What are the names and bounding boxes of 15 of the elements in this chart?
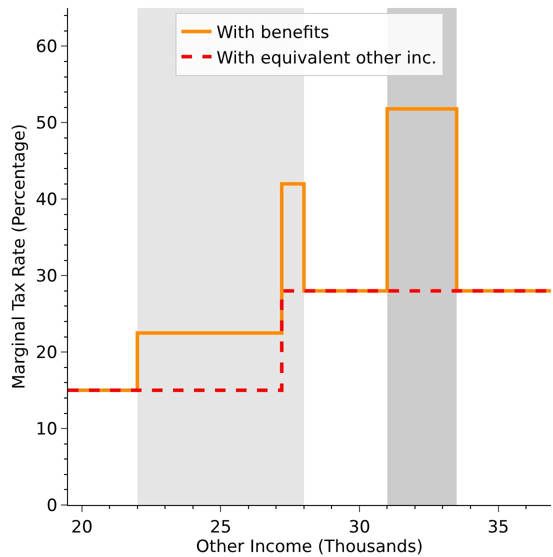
y-tick-label: 40 bbox=[36, 190, 58, 210]
legend-label: With benefits bbox=[216, 23, 330, 44]
y-tick-label: 60 bbox=[36, 37, 58, 58]
y-axis-title: Marginal Tax Rate (Percentage) bbox=[9, 124, 30, 390]
x-tick-label: 20 bbox=[71, 518, 93, 538]
y-tick-label: 10 bbox=[36, 419, 58, 440]
y-tick-label: 50 bbox=[36, 114, 58, 134]
x-tick-label: 35 bbox=[487, 518, 510, 538]
x-tick-label: 30 bbox=[348, 518, 370, 538]
y-tick-label: 20 bbox=[36, 343, 58, 364]
y-tick-label: 30 bbox=[36, 266, 58, 287]
x-axis-title: Other Income (Thousands) bbox=[196, 537, 423, 557]
y-tick-label: 0 bbox=[46, 496, 58, 516]
legend-label: With equivalent other inc. bbox=[216, 48, 437, 68]
x-tick-label: 25 bbox=[210, 518, 232, 538]
